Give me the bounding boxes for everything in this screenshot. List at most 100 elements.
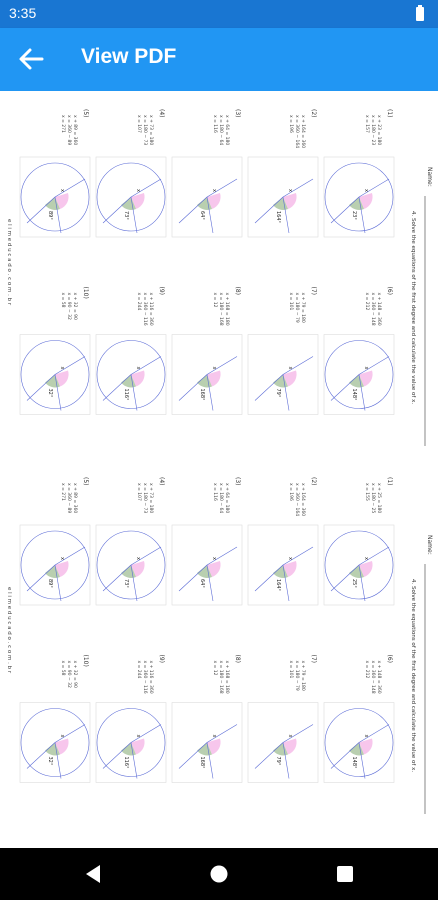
back-button[interactable] — [14, 44, 48, 74]
answer-line: x + 23 = 180 — [376, 115, 382, 145]
worksheet-footer: e l i m e d u c a d o . c o m . b r — [6, 587, 12, 674]
diagram-ray — [282, 546, 314, 566]
answer-line: x = 180 − 73 — [142, 483, 148, 513]
angle-label: 32° — [47, 757, 53, 766]
problem-10: (10) x + 32 = 90x = 90 − 32x = 58 x 32° — [19, 287, 91, 415]
variable-label: x — [59, 557, 65, 560]
diagram-circle — [96, 530, 166, 600]
diagram-ray — [282, 564, 290, 602]
answer-line: x = 107 — [136, 115, 142, 133]
variable-label: x — [287, 557, 293, 560]
angle-label: 64° — [199, 579, 205, 588]
answer-line: x = 12 — [212, 661, 218, 676]
worksheet-2: Name: 4. Solve the equations of the first… — [6, 477, 433, 814]
problem-number: (5) — [82, 109, 89, 118]
diagram-ray — [178, 742, 208, 769]
answer-line: x = 58 — [60, 293, 66, 308]
variable-label: x — [287, 735, 293, 738]
angle-wedge-green — [197, 742, 212, 756]
diagram-ray — [54, 374, 62, 411]
diagram-ray — [358, 564, 366, 602]
angle-wedge-pink — [207, 193, 221, 209]
angle-label: 168° — [199, 389, 205, 402]
variable-label: x — [59, 189, 65, 192]
worksheet-instruction: 4. Solve the equations of the first degr… — [410, 579, 416, 772]
answer-line: x = 212 — [364, 661, 370, 679]
problem-number: (8) — [234, 287, 241, 296]
angle-wedge-green — [349, 742, 364, 756]
answer-line: x + 168 = 180 — [224, 661, 230, 694]
diagram-ray — [206, 564, 214, 602]
pdf-page[interactable]: Name: 4. Solve the equations of the first… — [0, 91, 438, 848]
diagram-ray — [358, 724, 390, 743]
answer-line: x + 164 = 360 — [300, 115, 306, 148]
diagram-ray — [282, 178, 314, 198]
angle-wedge-green — [45, 565, 60, 578]
circle-home-icon[interactable] — [207, 862, 231, 886]
diagram-circle — [324, 162, 394, 232]
answer-line: x = 90 − 32 — [66, 293, 72, 321]
angle-label: 73° — [123, 579, 129, 588]
answer-line: x + 73 = 180 — [148, 483, 154, 513]
diagram-ray — [102, 196, 132, 224]
angle-wedge-pink — [283, 738, 297, 755]
diagram-ray — [206, 742, 214, 779]
angle-label: 73° — [123, 211, 129, 220]
answer-line: x = 180 − 25 — [370, 483, 376, 513]
angle-label: 79° — [275, 389, 281, 398]
triangle-back-icon[interactable] — [81, 862, 105, 886]
angle-label: 23° — [351, 211, 357, 220]
answer-line: x = 180 − 79 — [294, 293, 300, 323]
diagram-ray — [254, 564, 284, 592]
answer-line: x = 101 — [288, 661, 294, 679]
angle-wedge-green — [197, 374, 212, 388]
answer-line: x = 360 − 148 — [370, 661, 376, 694]
problem-number: (10) — [82, 287, 89, 299]
answer-line: x = 180 − 23 — [370, 115, 376, 145]
angle-wedge-pink — [55, 370, 69, 387]
diagram-ray — [206, 374, 214, 411]
diagram-circle — [96, 340, 166, 409]
variable-label: x — [135, 189, 141, 192]
diagram-ray — [330, 196, 360, 224]
answer-line: x + 64 = 180 — [224, 483, 230, 513]
answer-line: x = 90 − 32 — [66, 661, 72, 689]
pdf-viewer[interactable]: Name: 4. Solve the equations of the first… — [0, 91, 438, 848]
problem-number: (2) — [310, 109, 317, 118]
problem-number: (1) — [386, 109, 393, 118]
problem-number: (7) — [310, 287, 317, 296]
variable-label: x — [211, 189, 217, 192]
answer-line: x + 89 = 360 — [72, 115, 78, 145]
problem-number: (4) — [158, 109, 165, 118]
angle-wedge-pink — [207, 370, 221, 387]
answer-line: x = 116 — [212, 483, 218, 501]
variable-label: x — [211, 557, 217, 560]
answer-line: x = 271 — [60, 483, 66, 501]
diagram-ray — [130, 196, 138, 234]
angle-wedge-green — [121, 197, 136, 210]
angle-label: 89° — [47, 211, 53, 220]
answer-line: x = 116 — [212, 115, 218, 133]
answer-line: x = 58 — [60, 661, 66, 676]
answer-line: x = 12 — [212, 293, 218, 308]
system-nav-bar — [0, 848, 438, 900]
answer-line: x = 196 — [288, 115, 294, 133]
problem-number: (4) — [158, 477, 165, 486]
variable-label: x — [211, 735, 217, 738]
answer-line: x = 244 — [136, 293, 142, 311]
angle-label: 148° — [351, 757, 357, 770]
diagram-circle — [324, 530, 394, 600]
square-recents-icon[interactable] — [333, 862, 357, 886]
diagram-ray — [178, 196, 208, 224]
angle-wedge-pink — [283, 561, 297, 577]
answer-line: x = 180 − 168 — [218, 661, 224, 694]
angle-wedge-pink — [55, 561, 69, 577]
diagram-circle — [324, 708, 394, 777]
answer-line: x = 180 − 73 — [142, 115, 148, 145]
problem-number: (7) — [310, 655, 317, 664]
angle-wedge-green — [121, 374, 136, 388]
angle-label: 116° — [123, 757, 129, 770]
diagram-ray — [282, 196, 290, 234]
diagram-ray — [102, 374, 132, 401]
answer-line: x + 89 = 360 — [72, 483, 78, 513]
